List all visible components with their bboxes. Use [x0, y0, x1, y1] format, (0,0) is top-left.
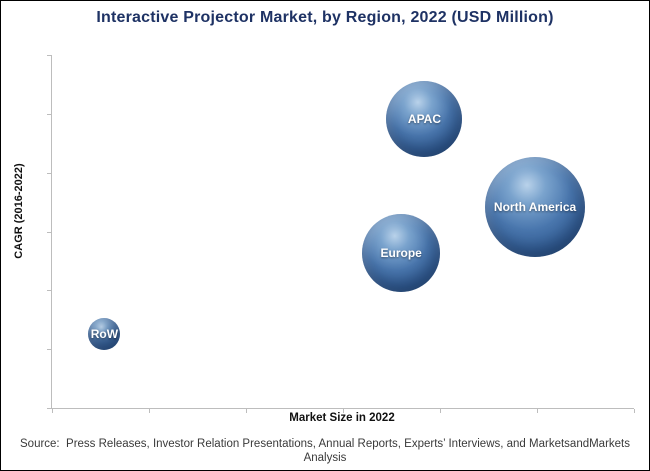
plot-area: APAC North America Europe RoW [47, 55, 635, 413]
x-axis-tick [537, 409, 538, 413]
bubble-row: RoW [88, 317, 121, 350]
bubble-north-america: North America [485, 156, 586, 257]
source-note-line1: Source: Press Releases, Investor Relatio… [20, 438, 630, 450]
x-axis-tick [343, 409, 344, 413]
bubble-label: Europe [380, 245, 422, 260]
x-axis-tick [246, 409, 247, 413]
y-axis-tick [47, 231, 51, 233]
y-axis-tick [47, 113, 51, 115]
x-axis-tick [149, 409, 150, 413]
x-axis-tick [52, 409, 53, 413]
x-axis-title: Market Size in 2022 [289, 412, 395, 424]
bubble-label: RoW [90, 326, 119, 341]
y-axis-tick [47, 290, 51, 292]
bubble-label: APAC [407, 111, 442, 126]
chart-title: Interactive Projector Market, by Region,… [96, 9, 554, 26]
y-axis-tick [47, 55, 51, 56]
y-axis-tick [47, 349, 51, 351]
source-note: Source: Press Releases, Investor Relatio… [1, 437, 649, 465]
x-axis-tick [634, 409, 635, 413]
y-axis-title: CAGR (2016-2022) [13, 163, 25, 259]
y-axis-tick [47, 172, 51, 174]
bubble-apac: APAC [386, 80, 463, 157]
bubble-europe: Europe [362, 213, 441, 292]
bubble-label: North America [493, 199, 577, 214]
source-note-line2: Analysis [303, 452, 347, 464]
x-axis-tick [440, 409, 441, 413]
y-axis-tick [47, 408, 51, 409]
